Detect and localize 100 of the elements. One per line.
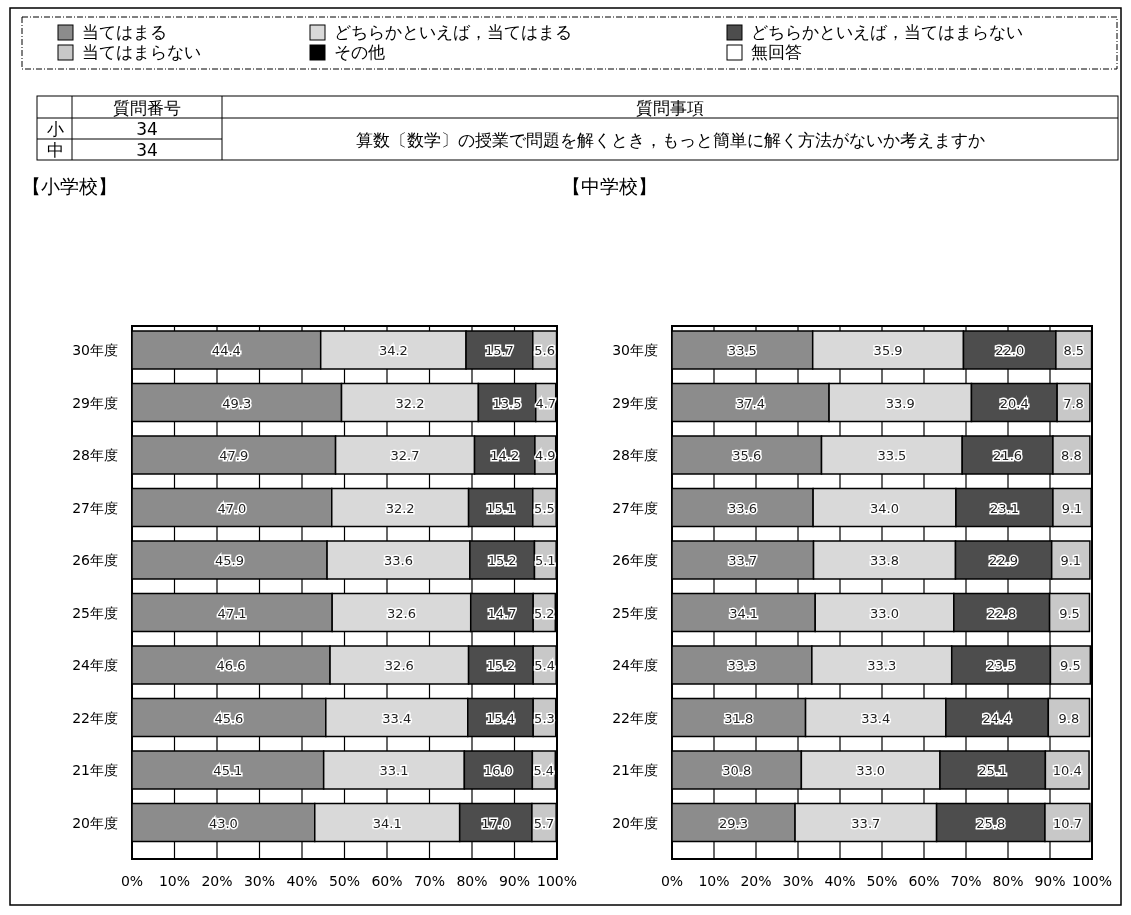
data-label: 44.4 [211,343,241,358]
data-label: 5.4 [534,658,556,673]
y-tick-label: 26年度 [612,552,658,568]
x-tick-label: 50% [866,873,898,889]
data-label: 33.0 [856,763,886,778]
data-label: 47.0 [217,500,247,516]
x-tick-label: 70% [950,873,982,889]
data-label: 5.2 [533,605,555,621]
data-label: 23.1 [989,500,1019,516]
data-label: 33.6 [384,553,413,568]
y-tick-label: 26年度 [72,552,118,568]
data-label: 33.7 [851,815,881,831]
data-label: 9.1 [1060,553,1082,568]
y-tick-label: 29年度 [612,394,658,411]
data-label: 15.4 [486,710,515,726]
data-label: 15.2 [486,658,516,673]
legend-label: 無回答 [751,42,802,62]
data-label: 45.9 [215,553,245,568]
x-tick-label: 80% [456,873,488,889]
data-label: 5.5 [534,500,555,516]
y-tick-label: 21年度 [72,762,118,778]
x-tick-label: 0% [120,873,144,889]
data-label: 46.6 [216,658,246,673]
data-label: 15.2 [487,553,517,568]
data-label: 33.3 [867,658,897,673]
data-label: 33.9 [885,395,915,411]
data-label: 29.3 [719,815,749,831]
data-label: 33.4 [382,710,412,726]
data-label: 14.2 [490,448,520,463]
data-label: 5.3 [534,710,555,726]
x-tick-label: 90% [1034,873,1066,889]
data-label: 47.9 [219,448,249,463]
data-label: 25.8 [976,815,1006,831]
x-tick-label: 20% [740,873,772,889]
x-tick-label: 40% [286,873,318,889]
data-label: 15.1 [486,500,516,516]
y-tick-label: 30年度 [72,342,118,358]
legend-label: 当てはまらない [82,42,201,62]
y-tick-label: 25年度 [612,604,658,621]
data-label: 5.4 [533,763,555,778]
data-label: 47.1 [217,605,247,621]
x-tick-label: 60% [908,873,940,889]
data-label: 32.2 [395,395,425,411]
data-label: 5.7 [533,815,555,831]
data-label: 33.5 [877,448,907,463]
data-label: 32.2 [385,500,415,516]
data-label: 34.1 [372,815,402,831]
data-label: 34.2 [378,343,408,358]
data-label: 7.8 [1063,395,1084,411]
data-label: 33.4 [861,710,891,726]
y-tick-label: 30年度 [612,342,658,358]
data-label: 49.3 [222,395,252,411]
data-label: 8.5 [1063,343,1085,358]
data-label: 32.6 [386,605,416,621]
x-tick-label: 100% [1071,873,1113,889]
data-label: 30.8 [722,763,752,778]
x-tick-label: 30% [782,873,814,889]
data-label: 9.5 [1060,658,1081,673]
x-tick-label: 10% [698,873,730,889]
x-tick-label: 90% [498,873,531,889]
legend-label: どちらかといえば，当てはまらない [751,22,1023,42]
chart-title: 【小学校】 [22,175,117,197]
chart-title: 【中学校】 [562,175,657,197]
y-tick-label: 29年度 [72,394,118,411]
data-label: 33.7 [728,553,758,568]
data-label: 31.8 [724,710,754,726]
data-label: 10.4 [1052,763,1082,778]
y-tick-label: 27年度 [612,499,658,516]
data-label: 15.7 [484,343,514,358]
data-label: 32.6 [384,658,414,673]
data-label: 37.4 [736,395,766,411]
data-label: 33.8 [870,553,899,568]
data-label: 16.0 [483,763,513,778]
y-tick-label: 20年度 [72,814,118,831]
x-tick-label: 10% [158,873,191,889]
data-label: 9.8 [1058,710,1080,726]
data-label: 43.0 [208,815,238,831]
x-tick-label: 20% [201,873,233,889]
data-label: 34.1 [729,605,759,621]
legend-label: どちらかといえば，当てはまる [334,22,572,42]
question-table: 質問番号 質問事項 小 34 中 34 算数〔数学〕の授業で問題を解くとき，もっと簡単に解く方法がないか考えますか [36,95,1119,161]
y-tick-label: 28年度 [72,447,118,463]
data-label: 33.3 [727,658,757,673]
x-tick-label: 0% [660,873,684,889]
data-label: 9.5 [1059,605,1080,621]
y-tick-label: 24年度 [612,657,658,673]
data-label: 35.9 [873,343,903,358]
data-label: 22.8 [987,605,1017,621]
data-label: 33.5 [727,343,757,358]
y-tick-label: 22年度 [72,709,118,726]
data-label: 35.6 [732,448,762,463]
data-label: 14.7 [487,605,517,621]
data-label: 10.7 [1052,815,1082,831]
y-tick-label: 22年度 [612,709,658,726]
x-tick-label: 40% [824,873,856,889]
data-label: 5.6 [534,343,556,358]
data-label: 45.1 [213,763,243,778]
data-label: 8.8 [1061,448,1082,463]
y-tick-label: 27年度 [72,499,118,516]
x-tick-label: 30% [243,873,276,889]
